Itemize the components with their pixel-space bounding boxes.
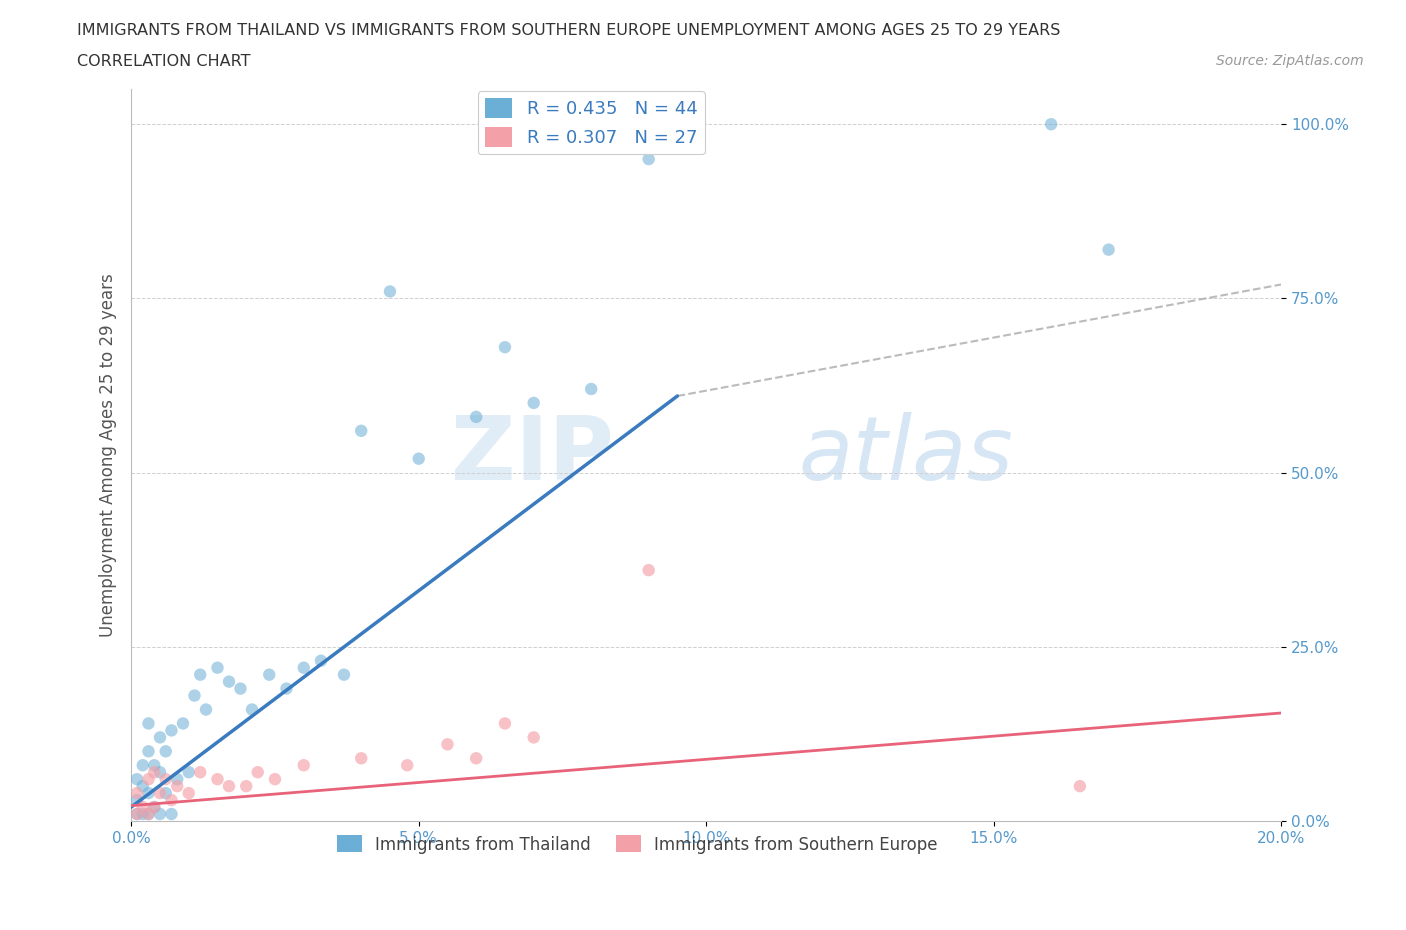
Point [350, 751, 373, 765]
Point [132, 806, 155, 821]
Point [309, 653, 332, 668]
Point [149, 730, 172, 745]
Point [132, 758, 155, 773]
Point [257, 667, 280, 682]
Point [166, 778, 188, 793]
Point [396, 758, 419, 773]
Point [523, 395, 546, 410]
Point [264, 772, 287, 787]
Point [160, 792, 183, 807]
Point [235, 778, 257, 793]
Point [160, 723, 183, 737]
Point [195, 702, 218, 717]
Point [350, 423, 373, 438]
Point [218, 674, 240, 689]
Point [160, 806, 183, 821]
Point [143, 800, 166, 815]
Point [292, 660, 315, 675]
Point [155, 772, 177, 787]
Legend: Immigrants from Thailand, Immigrants from Southern Europe: Immigrants from Thailand, Immigrants fro… [330, 829, 945, 860]
Point [1069, 778, 1091, 793]
Point [333, 667, 356, 682]
Point [246, 764, 269, 779]
Point [465, 751, 488, 765]
Point [1040, 117, 1063, 132]
Point [523, 730, 546, 745]
Point [229, 681, 252, 696]
Y-axis label: Unemployment Among Ages 25 to 29 years: Unemployment Among Ages 25 to 29 years [100, 273, 117, 637]
Point [240, 702, 263, 717]
Point [138, 744, 160, 759]
Point [138, 786, 160, 801]
Point [155, 744, 177, 759]
Point [138, 806, 160, 821]
Text: CORRELATION CHART: CORRELATION CHART [77, 54, 250, 69]
Point [292, 758, 315, 773]
Point [125, 792, 148, 807]
Point [132, 778, 155, 793]
Point [637, 563, 659, 578]
Point [1097, 242, 1119, 257]
Text: IMMIGRANTS FROM THAILAND VS IMMIGRANTS FROM SOUTHERN EUROPE UNEMPLOYMENT AMONG A: IMMIGRANTS FROM THAILAND VS IMMIGRANTS F… [77, 23, 1060, 38]
Point [143, 764, 166, 779]
Point [207, 660, 229, 675]
Point [188, 667, 211, 682]
Point [149, 764, 172, 779]
Point [138, 716, 160, 731]
Point [125, 786, 148, 801]
Point [188, 764, 211, 779]
Point [465, 409, 488, 424]
Point [143, 758, 166, 773]
Point [166, 772, 188, 787]
Point [494, 339, 516, 354]
Text: Source: ZipAtlas.com: Source: ZipAtlas.com [1216, 54, 1364, 68]
Point [125, 806, 148, 821]
Point [637, 152, 659, 166]
Point [494, 716, 516, 731]
Point [143, 800, 166, 815]
Point [138, 772, 160, 787]
Point [155, 786, 177, 801]
Point [276, 681, 298, 696]
Point [218, 778, 240, 793]
Point [408, 451, 430, 466]
Point [183, 688, 205, 703]
Point [207, 772, 229, 787]
Point [125, 806, 148, 821]
Text: ZIP: ZIP [451, 412, 614, 498]
Point [149, 806, 172, 821]
Point [378, 284, 401, 299]
Point [177, 786, 200, 801]
Point [125, 772, 148, 787]
Point [132, 800, 155, 815]
Point [177, 764, 200, 779]
Point [149, 786, 172, 801]
Text: atlas: atlas [799, 412, 1014, 498]
Point [579, 381, 602, 396]
Point [172, 716, 194, 731]
Point [436, 737, 458, 751]
Point [138, 806, 160, 821]
